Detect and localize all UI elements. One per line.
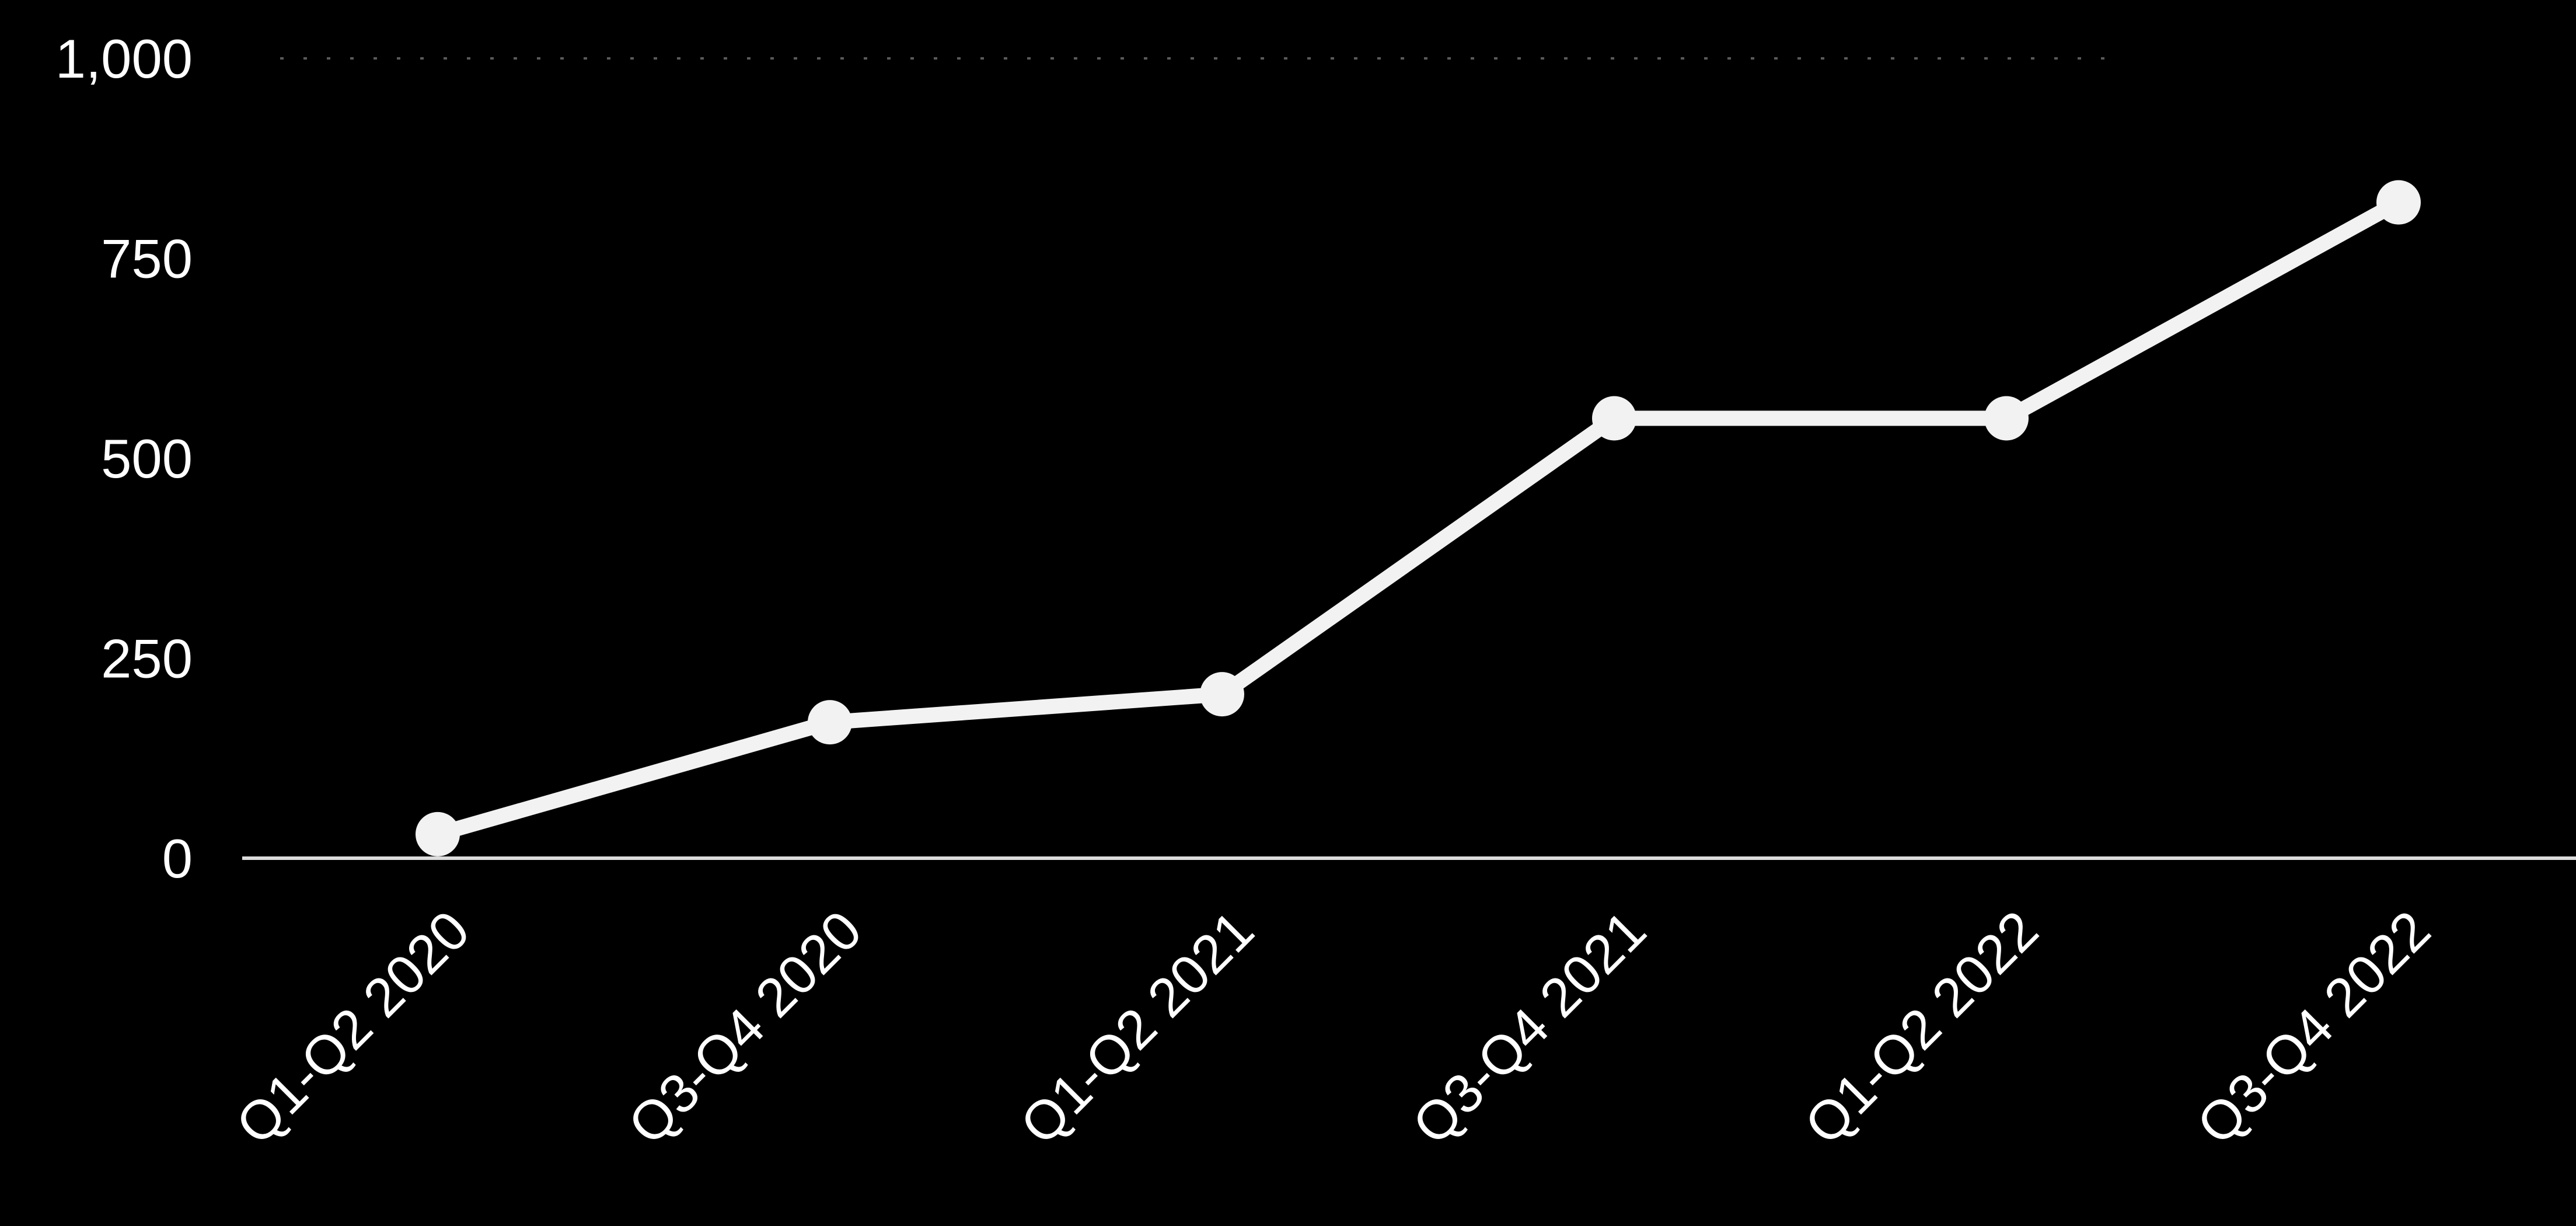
x-tick-label: Q1-Q2 2022 (1793, 899, 2050, 1156)
y-tick-label: 750 (101, 228, 193, 290)
data-point-marker (1200, 672, 1244, 717)
data-point-marker (1984, 396, 2029, 441)
y-tick-label: 500 (101, 428, 193, 489)
y-tick-label: 250 (101, 628, 193, 689)
series-layer (416, 180, 2421, 856)
x-tick-label: Q3-Q4 2022 (2185, 899, 2442, 1156)
x-tick-label: Q3-Q4 2021 (1401, 899, 1657, 1156)
y-axis-ticks: 0 250 500 750 1,000 (55, 28, 193, 889)
x-axis-ticks: Q1-Q2 2020 Q3-Q4 2020 Q1-Q2 2021 Q3-Q4 2021… (224, 899, 2442, 1156)
data-point-marker (808, 700, 852, 745)
data-point-marker (416, 811, 460, 856)
data-point-marker (1592, 396, 1636, 441)
x-tick-label: Q3-Q4 2020 (616, 899, 873, 1156)
y-tick-label: 1,000 (55, 28, 193, 89)
y-tick-label: 0 (162, 828, 193, 889)
series-line (430, 194, 2406, 842)
x-tick-label: Q1-Q2 2020 (224, 899, 481, 1156)
data-point-marker (2376, 180, 2421, 225)
x-tick-label: Q1-Q2 2021 (1008, 899, 1265, 1156)
